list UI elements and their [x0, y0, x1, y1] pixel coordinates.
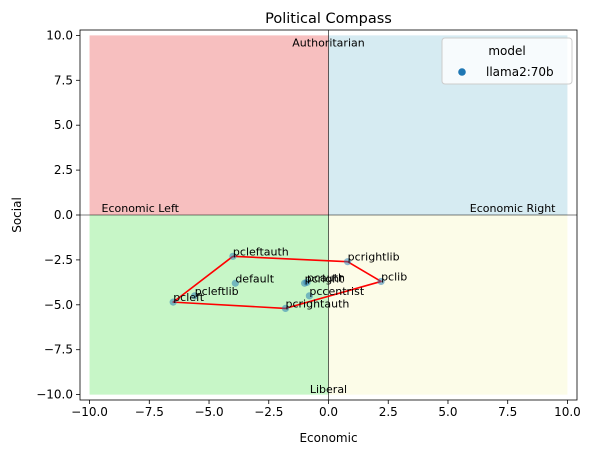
legend-box	[441, 37, 573, 85]
x-axis-label: Economic	[299, 431, 357, 445]
point-pcleftlib	[191, 292, 199, 300]
x-tick-label: 7.5	[498, 405, 517, 419]
y-tick-label: 7.5	[54, 73, 73, 87]
zero-axis-lines	[80, 30, 577, 400]
y-axis-ticks: −10.0 −7.5 −5.0 −2.5 0.0 2.5 5.0 7.5 10.0	[36, 28, 80, 402]
point-pcrightauth	[281, 304, 290, 312]
y-tick-label: 5.0	[54, 118, 73, 132]
point-labels: pcleftauth default pcrightpcauthpcrightlib…	[173, 245, 407, 310]
y-tick-label: 2.5	[54, 163, 73, 177]
quadrant-label-economic-right: Economic Right	[470, 202, 556, 215]
point-pcleft	[169, 298, 177, 306]
x-tick-label: −5.0	[194, 405, 223, 419]
x-tick-label: 2.5	[379, 405, 398, 419]
point-label-pccentrist: pccentrist	[309, 285, 364, 298]
y-tick-label: 10.0	[46, 28, 73, 42]
point-label-pcleftlib: pcleftlib	[195, 285, 239, 298]
y-tick-label: −7.5	[44, 343, 73, 357]
point-label-pcleft: pcleft	[173, 291, 205, 304]
point-pcleftauth	[229, 252, 237, 260]
x-tick-label: −2.5	[254, 405, 283, 419]
data-points	[169, 252, 385, 312]
legend-entry-label: llama2:70b	[486, 65, 554, 79]
y-tick-label: −10.0	[36, 388, 73, 402]
quadrant-label-liberal: Liberal	[310, 383, 347, 396]
quadrant-lib-right	[328, 215, 568, 395]
point-label-default: default	[235, 272, 274, 285]
point-pccentrist	[305, 292, 313, 300]
y-tick-label: 0.0	[54, 208, 73, 222]
point-pcrightlib	[344, 258, 352, 266]
point-label-pcrightlib: pcrightlib	[348, 251, 400, 264]
point-pclib	[377, 277, 385, 286]
quadrant-label-authoritarian: Authoritarian	[292, 37, 364, 50]
quadrant-label-economic-left: Economic Left	[102, 202, 180, 215]
x-tick-label: 10.0	[554, 405, 581, 419]
point-label-pcrightauth: pcrightauth	[285, 297, 349, 310]
point-default	[231, 279, 239, 287]
x-tick-label: 0.0	[319, 405, 338, 419]
point-label-pclib: pclib	[381, 270, 407, 283]
hull-line	[172, 255, 382, 310]
y-axis-label: Social	[10, 197, 24, 233]
point-pcauth	[303, 278, 311, 286]
chart-title: Political Compass	[265, 11, 392, 27]
legend-marker	[458, 68, 466, 76]
hull-outline	[172, 255, 382, 310]
x-tick-label: 5.0	[438, 405, 457, 419]
y-tick-label: −2.5	[44, 253, 73, 267]
point-label-pcleftauth: pcleftauth	[233, 245, 289, 258]
point-label-pcright: pcright	[305, 272, 345, 285]
quadrant-auth-left	[89, 35, 329, 215]
x-tick-label: −10.0	[71, 405, 108, 419]
x-axis-ticks: −10.0 −7.5 −5.0 −2.5 0.0 2.5 5.0 7.5 10.0	[71, 400, 581, 419]
legend: model llama2:70b	[441, 37, 573, 85]
legend-title: model	[488, 44, 525, 58]
point-label-pcauth: pcauth	[307, 271, 345, 284]
y-tick-label: −5.0	[44, 298, 73, 312]
x-tick-label: −7.5	[135, 405, 164, 419]
quadrant-labels: Authoritarian Liberal Economic Left Economi…	[102, 37, 557, 397]
